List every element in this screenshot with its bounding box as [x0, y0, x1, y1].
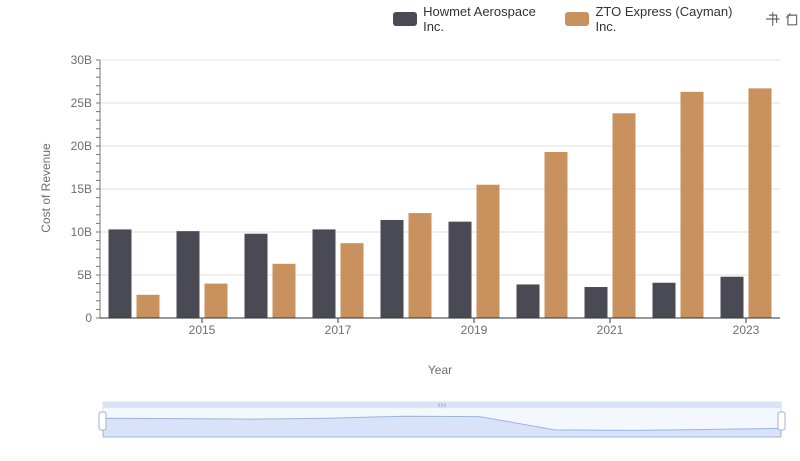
bar-zto-2014[interactable]: [136, 294, 160, 318]
bar-howmet-2015[interactable]: [176, 231, 200, 318]
bar-howmet-2020[interactable]: [516, 284, 540, 318]
x-tick-label: 2019: [461, 323, 488, 337]
legend-item-howmet[interactable]: Howmet Aerospace Inc.: [393, 4, 555, 34]
y-axis: 0 5B 10B 15B 20B 25B 30B: [71, 53, 101, 325]
legend-swatch-howmet: [393, 12, 418, 26]
slider-handle-left[interactable]: [98, 411, 107, 431]
zoom-reset-icon[interactable]: [785, 11, 800, 27]
bar-zto-2017[interactable]: [340, 243, 364, 318]
bar-zto-2020[interactable]: [544, 152, 568, 318]
bar-zto-2016[interactable]: [272, 263, 296, 318]
bar-zto-2019[interactable]: [476, 184, 500, 318]
bar-zto-2021[interactable]: [612, 113, 636, 318]
legend: Howmet Aerospace Inc. ZTO Express (Cayma…: [393, 4, 800, 34]
bar-howmet-2021[interactable]: [584, 287, 608, 318]
bar-zto-2023[interactable]: [748, 88, 772, 318]
x-axis: 2015 2017 2019 2021 2023: [100, 317, 780, 337]
bar-zto-2015[interactable]: [204, 283, 228, 318]
y-tick-label: 25B: [71, 96, 92, 110]
y-tick-label: 15B: [71, 182, 92, 196]
data-zoom-slider[interactable]: [98, 401, 786, 438]
y-tick-label: 5B: [77, 268, 92, 282]
grid: [100, 59, 780, 276]
x-axis-title: Year: [428, 363, 452, 377]
y-tick-label: 0: [85, 311, 92, 325]
y-tick-label: 20B: [71, 139, 92, 153]
slider-handle-right[interactable]: [777, 411, 786, 431]
bar-howmet-2022[interactable]: [652, 282, 676, 318]
x-tick-label: 2015: [189, 323, 216, 337]
bar-howmet-2018[interactable]: [380, 219, 404, 318]
legend-label-howmet: Howmet Aerospace Inc.: [423, 4, 536, 34]
y-axis-title: Cost of Revenue: [39, 143, 53, 233]
bar-howmet-2019[interactable]: [448, 221, 472, 318]
bar-zto-2022[interactable]: [680, 91, 704, 318]
bar-zto-2018[interactable]: [408, 213, 432, 318]
bar-howmet-2017[interactable]: [312, 229, 336, 318]
y-tick-label: 30B: [71, 53, 92, 67]
bars: [108, 88, 772, 318]
legend-swatch-zto: [565, 12, 590, 26]
bar-howmet-2023[interactable]: [720, 276, 744, 318]
bar-howmet-2014[interactable]: [108, 229, 132, 318]
x-tick-label: 2023: [733, 323, 760, 337]
bar-howmet-2016[interactable]: [244, 233, 268, 318]
zoom-icon[interactable]: [765, 11, 780, 27]
legend-label-zto: ZTO Express (Cayman) Inc.: [595, 4, 733, 34]
legend-item-zto[interactable]: ZTO Express (Cayman) Inc.: [565, 4, 751, 34]
x-tick-label: 2017: [325, 323, 352, 337]
y-tick-label: 10B: [71, 225, 92, 239]
slider-grip-icon[interactable]: [438, 403, 446, 407]
x-tick-label: 2021: [597, 323, 624, 337]
